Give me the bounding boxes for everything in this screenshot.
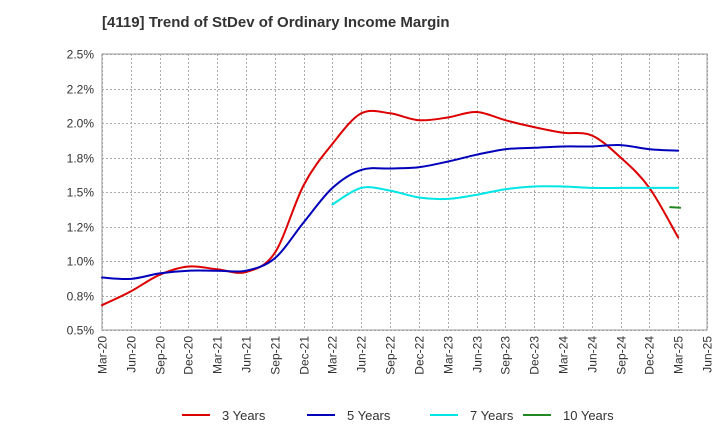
legend-label: 3 Years [222,408,266,423]
y-tick-label: 1.5% [67,186,95,200]
y-tick-label: 2.5% [67,48,95,62]
y-tick-label: 0.8% [67,290,95,304]
legend-label: 10 Years [563,408,614,423]
x-tick-label: Jun-23 [471,336,485,373]
y-tick-label: 1.2% [67,221,95,235]
y-tick-label: 0.5% [67,324,95,338]
x-tick-label: Jun-21 [240,336,254,373]
x-tick-label: Mar-25 [672,336,686,374]
x-tick-label: Dec-20 [182,336,196,375]
series-line-2 [101,144,680,281]
y-axis-ticks: 0.5% 0.8% 1.0% 1.2% 1.5% 1.8% 2.0% 2.2% 2.5% [67,48,95,338]
x-tick-label: Jun-22 [355,336,369,373]
y-tick-label: 2.0% [67,117,95,131]
series-line-1 [101,109,680,307]
x-tick-label: Sep-22 [384,336,398,375]
x-tick-label: Sep-23 [499,336,513,375]
y-tick-label: 1.8% [67,152,95,166]
legend: 3 Years 5 Years 7 Years 10 Years [182,408,614,423]
x-tick-label: Jun-20 [125,336,139,373]
x-tick-label: Mar-23 [442,336,456,374]
y-tick-label: 2.2% [67,83,95,97]
plot-frame [101,53,708,331]
x-tick-label: Dec-21 [298,336,312,375]
x-tick-label: Sep-21 [269,336,283,375]
x-tick-label: Jun-25 [701,336,715,373]
series-lines [101,109,682,307]
x-tick-label: Mar-20 [96,336,110,374]
x-tick-label: Jun-24 [586,336,600,373]
x-tick-label: Sep-24 [615,336,629,375]
x-tick-label: Mar-21 [211,336,225,374]
legend-label: 5 Years [347,408,391,423]
y-tick-label: 1.0% [67,255,95,269]
x-tick-label: Dec-23 [528,336,542,375]
x-tick-label: Dec-24 [643,336,657,375]
x-axis-ticks: Mar-20 Jun-20 Sep-20 Dec-20 Mar-21 Jun-21 Sep-… [96,336,715,375]
grid [102,54,708,331]
legend-label: 7 Years [470,408,514,423]
x-tick-label: Dec-22 [413,336,427,375]
series-line-4 [669,206,682,209]
x-tick-label: Mar-22 [326,336,340,374]
series-line-3 [331,185,680,206]
x-tick-label: Sep-20 [154,336,168,375]
chart-title: [4119] Trend of StDev of Ordinary Income… [102,14,450,31]
x-tick-label: Mar-24 [557,336,571,374]
